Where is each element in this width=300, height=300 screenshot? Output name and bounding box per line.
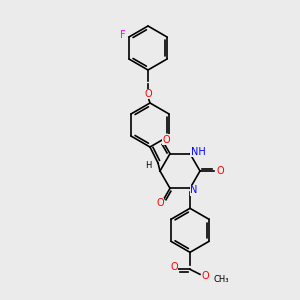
Text: O: O xyxy=(162,135,170,145)
Text: NH: NH xyxy=(190,147,206,157)
Text: N: N xyxy=(190,185,198,195)
Text: O: O xyxy=(144,89,152,99)
Text: CH₃: CH₃ xyxy=(214,275,230,284)
Text: H: H xyxy=(145,160,151,169)
Text: O: O xyxy=(201,271,209,281)
Text: F: F xyxy=(120,30,126,40)
Text: O: O xyxy=(216,166,224,176)
Text: O: O xyxy=(170,262,178,272)
Text: O: O xyxy=(156,198,164,208)
